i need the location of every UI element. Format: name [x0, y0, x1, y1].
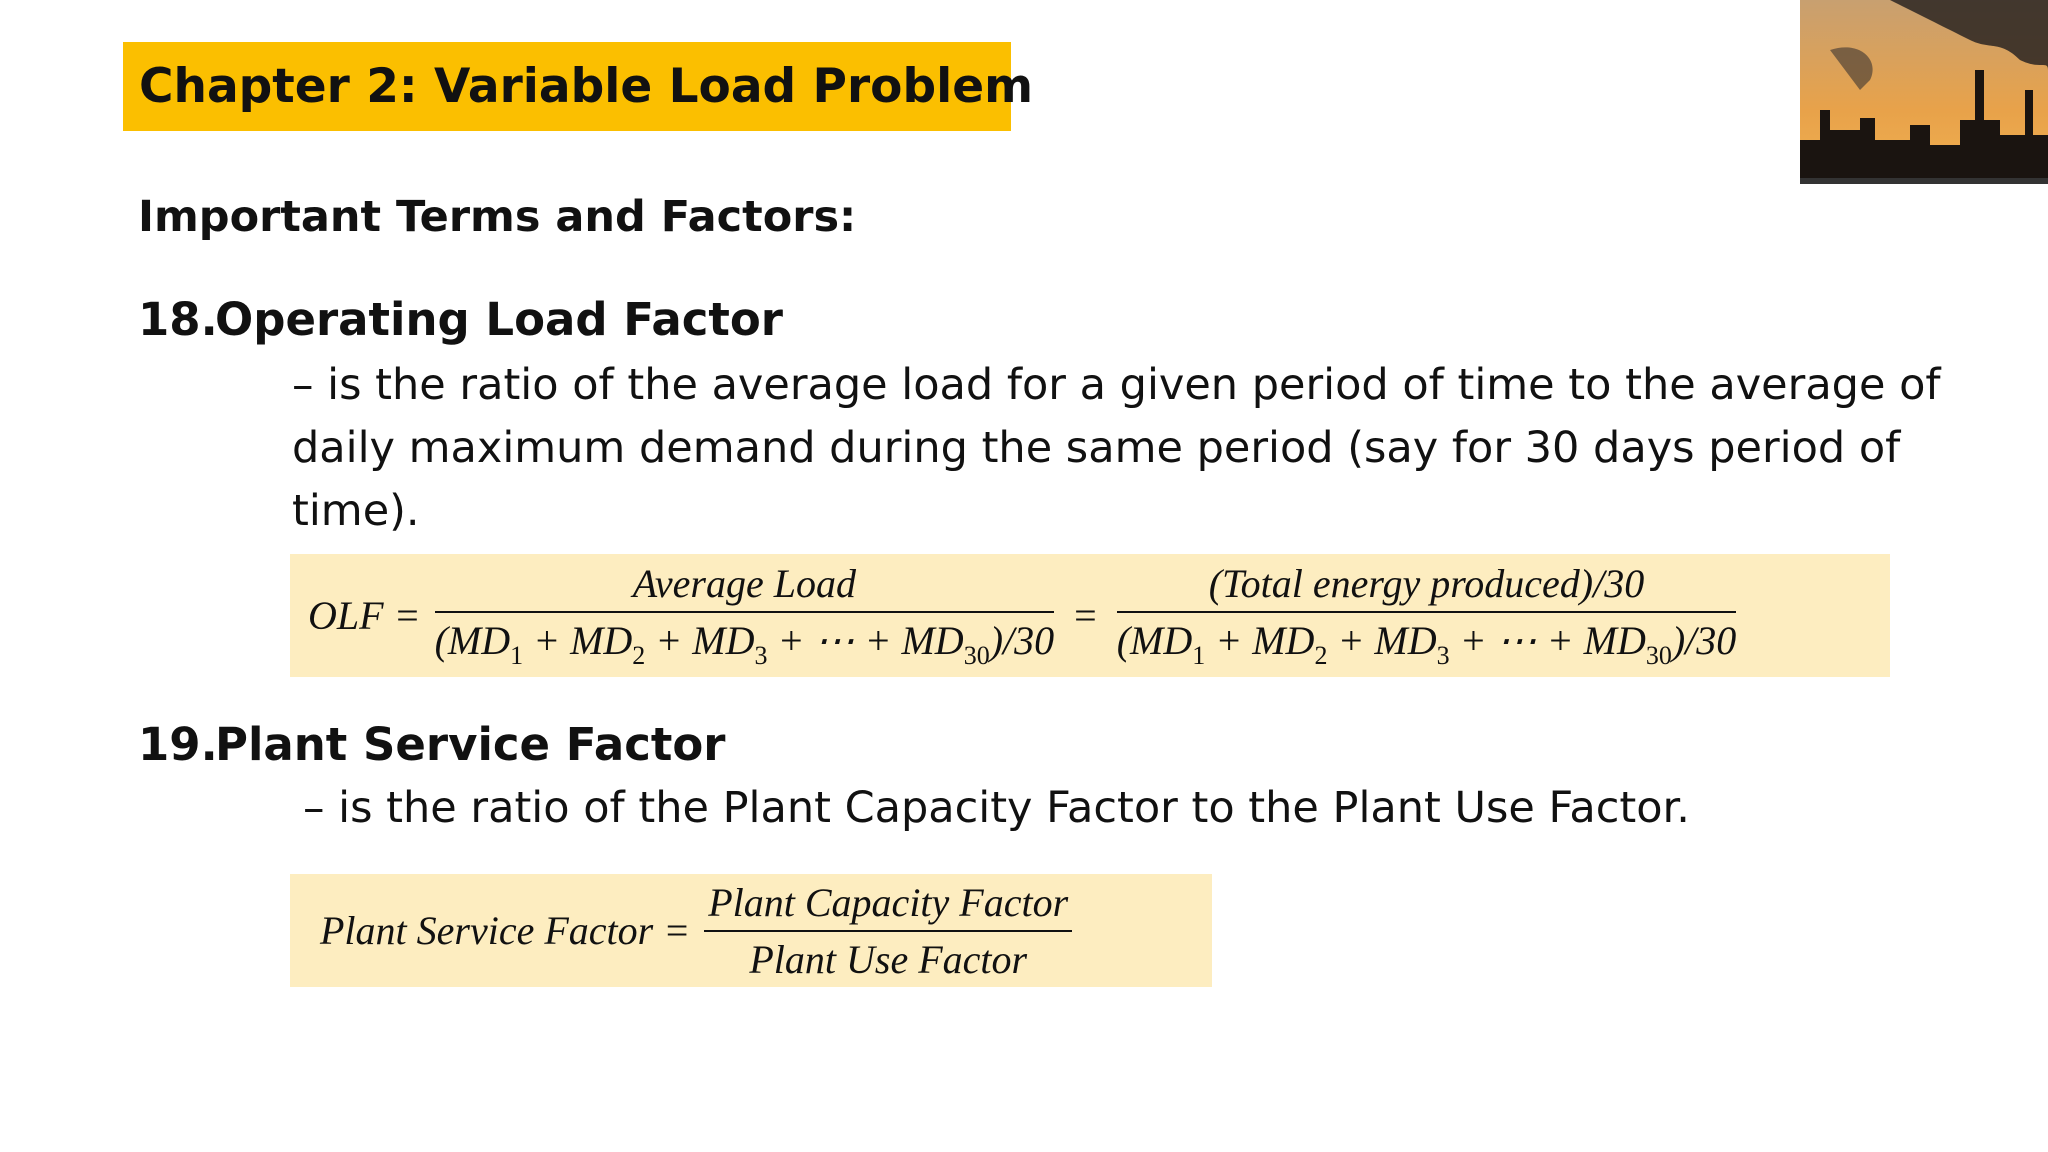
chapter-title: Chapter 2: Variable Load Problem — [123, 42, 1033, 131]
fraction: Plant Capacity Factor Plant Use Factor — [704, 879, 1073, 983]
section-title: Important Terms and Factors: — [138, 192, 857, 242]
denominator-text: (MD — [434, 618, 511, 663]
subscript: 2 — [1314, 641, 1328, 670]
denominator-text: + MD — [645, 618, 755, 663]
definition: – is the ratio of the average load for a… — [292, 360, 1941, 536]
subscript: 3 — [1436, 641, 1450, 670]
item-heading: 18.Operating Load Factor — [138, 293, 783, 346]
subscript: 30 — [1645, 641, 1672, 670]
item-number: 19. — [138, 718, 218, 771]
formula-lhs: OLF = — [308, 593, 421, 638]
fraction: (Total energy produced)/30 (MD1 + MD2 + M… — [1116, 560, 1737, 671]
denominator-text: + MD — [1205, 618, 1315, 663]
subscript: 30 — [963, 641, 990, 670]
formula-box: Plant Service Factor = Plant Capacity Fac… — [290, 874, 1212, 987]
subscript: 1 — [1192, 641, 1206, 670]
denominator: (MD1 + MD2 + MD3 + ⋯ + MD30)/30 — [435, 613, 1055, 671]
denominator-text: + MD — [1327, 618, 1437, 663]
item-term: Operating Load Factor — [215, 293, 783, 346]
numerator: (Total energy produced)/30 — [1116, 560, 1737, 613]
denominator-text: + MD — [523, 618, 633, 663]
denominator-text: (MD — [1116, 618, 1193, 663]
denominator-text: Plant Use Factor — [749, 936, 1028, 982]
item-term: Plant Service Factor — [215, 718, 726, 771]
item-heading: 19.Plant Service Factor — [138, 718, 726, 771]
denominator-text: )/30 — [989, 618, 1055, 663]
numerator: Plant Capacity Factor — [704, 879, 1073, 932]
subscript: 1 — [510, 641, 524, 670]
factory-photo — [1800, 0, 2048, 184]
denominator: (MD1 + MD2 + MD3 + ⋯ + MD30)/30 — [1117, 613, 1737, 671]
numerator: Average Load — [434, 560, 1055, 613]
fraction: Average Load (MD1 + MD2 + MD3 + ⋯ + MD30)… — [434, 560, 1055, 671]
formula-box: OLF = Average Load (MD1 + MD2 + MD3 + ⋯ + … — [290, 554, 1890, 677]
denominator-text: + ⋯ + MD — [1449, 618, 1646, 663]
item-number: 18. — [138, 293, 218, 346]
denominator-text: + ⋯ + MD — [767, 618, 964, 663]
subscript: 3 — [754, 641, 768, 670]
denominator-text: )/30 — [1671, 618, 1737, 663]
subscript: 2 — [632, 641, 646, 670]
equals-sign: = — [1074, 593, 1097, 638]
definition: – is the ratio of the Plant Capacity Fac… — [303, 783, 1690, 833]
denominator: Plant Use Factor — [749, 932, 1027, 983]
formula-lhs: Plant Service Factor = — [320, 908, 691, 953]
